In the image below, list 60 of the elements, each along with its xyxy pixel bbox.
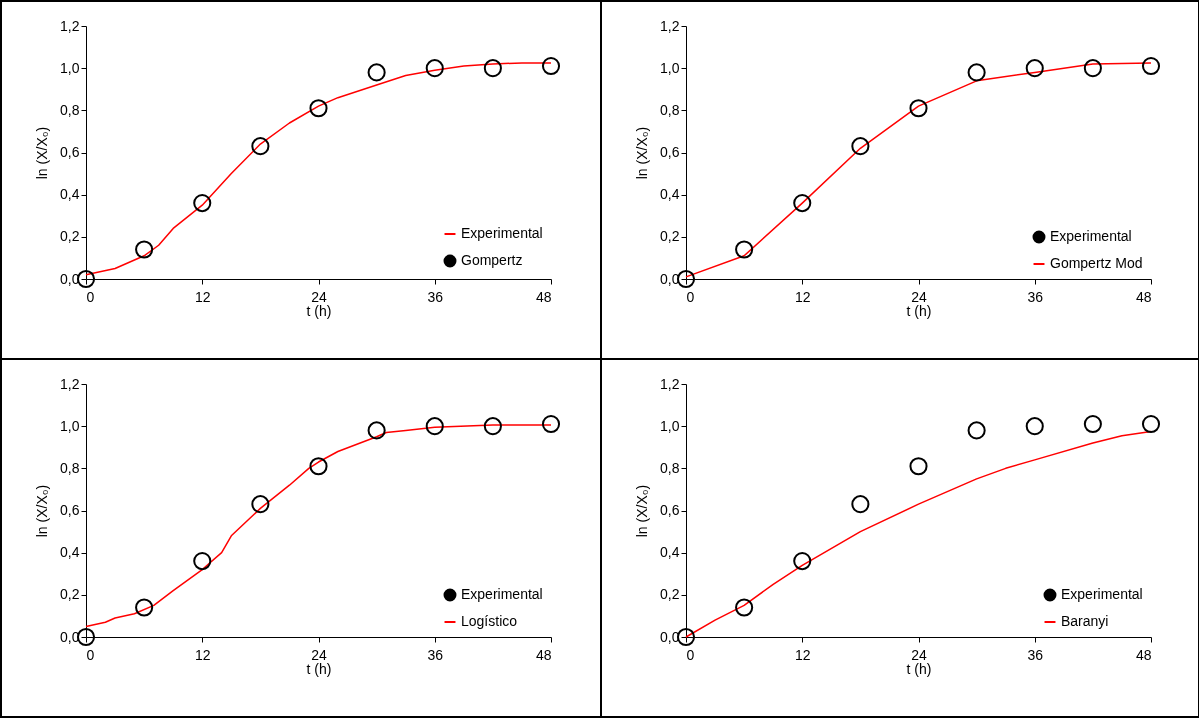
y-tick-label: 1,0: [660, 417, 680, 434]
x-axis-title: t (h): [306, 660, 332, 677]
legend-label: Experimental: [1050, 228, 1132, 244]
x-tick-label: 12: [194, 646, 211, 663]
y-tick-label: 1,2: [60, 17, 80, 34]
legend-label: Gompertz: [461, 252, 523, 268]
legend-label: Baranyi: [1061, 613, 1109, 629]
y-tick-label: 0,8: [660, 101, 680, 118]
x-axis-title: t (h): [906, 660, 932, 677]
y-tick-label: 0,2: [660, 586, 680, 603]
x-tick-label: 0: [86, 288, 95, 305]
x-tick-label: 0: [686, 646, 695, 663]
legend-label: Experimental: [1061, 586, 1143, 602]
y-tick-label: 0,2: [660, 228, 680, 245]
x-tick-label: 36: [1027, 646, 1044, 663]
x-tick-label: 24: [911, 646, 927, 663]
y-tick-label: 0,4: [660, 186, 680, 203]
y-tick-label: 0,4: [60, 544, 80, 561]
y-axis-title: ln (X/X₀): [634, 126, 651, 180]
y-tick-label: 1,0: [60, 59, 80, 76]
y-tick-label: 0,4: [60, 186, 80, 203]
x-tick-label: 12: [194, 288, 211, 305]
y-tick-label: 0,4: [660, 544, 680, 561]
y-tick-label: 1,2: [60, 375, 80, 392]
x-tick-label: 24: [311, 288, 327, 305]
x-tick-label: 48: [535, 288, 552, 305]
y-tick-label: 0,2: [60, 586, 80, 603]
x-tick-label: 0: [686, 288, 695, 305]
y-tick-label: 1,2: [660, 375, 680, 392]
x-tick-label: 36: [1027, 288, 1044, 305]
legend-label: Gompertz Mod: [1050, 255, 1143, 271]
y-tick-label: 0,6: [660, 144, 680, 160]
y-tick-label: 1,2: [660, 17, 680, 34]
x-tick-label: 36: [427, 288, 444, 305]
y-tick-label: 0,8: [660, 459, 680, 476]
y-axis-title: ln (X/X₀): [34, 484, 51, 538]
legend-label: Logístico: [461, 613, 518, 629]
y-tick-label: 1,0: [60, 417, 80, 434]
x-tick-label: 24: [911, 288, 927, 305]
y-axis-title: ln (X/X₀): [34, 126, 51, 180]
x-tick-label: 0: [86, 646, 95, 663]
x-tick-label: 48: [535, 646, 552, 663]
x-tick-label: 36: [427, 646, 444, 663]
x-tick-label: 24: [311, 646, 327, 663]
y-tick-label: 0,6: [60, 144, 80, 160]
legend-label: Experimental: [461, 225, 543, 241]
y-tick-label: 0,8: [60, 101, 80, 118]
y-tick-label: 0,6: [660, 502, 680, 518]
x-tick-label: 12: [794, 646, 811, 663]
y-tick-label: 0,2: [60, 228, 80, 245]
x-axis-title: t (h): [906, 302, 932, 319]
x-axis-title: t (h): [306, 302, 332, 319]
y-tick-label: 0,6: [60, 502, 80, 518]
y-tick-label: 0,8: [60, 459, 80, 476]
y-tick-label: 1,0: [660, 59, 680, 76]
legend-label: Experimental: [461, 586, 543, 602]
x-tick-label: 48: [1135, 288, 1152, 305]
x-tick-label: 12: [794, 288, 811, 305]
y-axis-title: ln (X/X₀): [634, 484, 651, 538]
x-tick-label: 48: [1135, 646, 1152, 663]
